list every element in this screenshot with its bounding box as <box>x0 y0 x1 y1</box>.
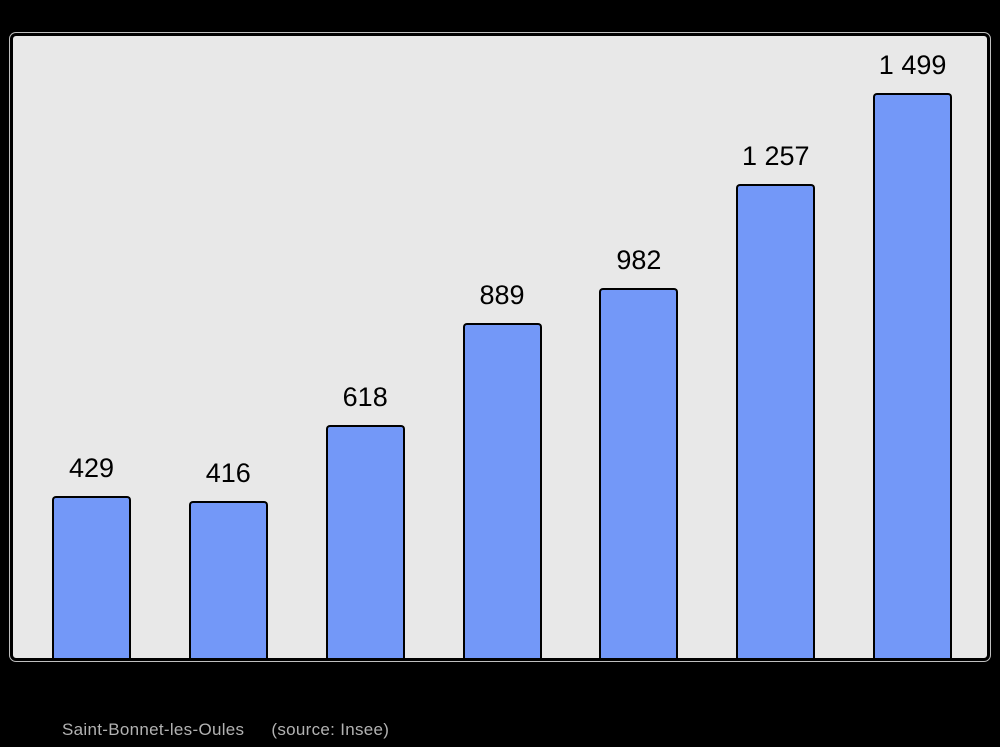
caption: Saint-Bonnet-les-Oules (source: Insee) <box>62 719 389 741</box>
bar-value-label: 982 <box>616 245 662 275</box>
caption-source: (source: Insee) <box>271 720 390 739</box>
bar <box>188 501 268 658</box>
bar <box>599 288 679 658</box>
bar-value-label: 889 <box>479 280 525 310</box>
bar-value-label: 1 499 <box>878 50 947 80</box>
bar-value-label: 429 <box>68 453 115 483</box>
bar <box>462 323 542 658</box>
caption-commune: Saint-Bonnet-les-Oules <box>62 720 245 739</box>
bar-value-label: 416 <box>205 458 251 488</box>
bar <box>325 425 405 658</box>
bar <box>736 184 816 658</box>
bar <box>873 93 953 658</box>
bar <box>52 496 131 658</box>
bar-value-label: 1 257 <box>742 141 810 171</box>
bar-value-label: 618 <box>342 382 388 412</box>
